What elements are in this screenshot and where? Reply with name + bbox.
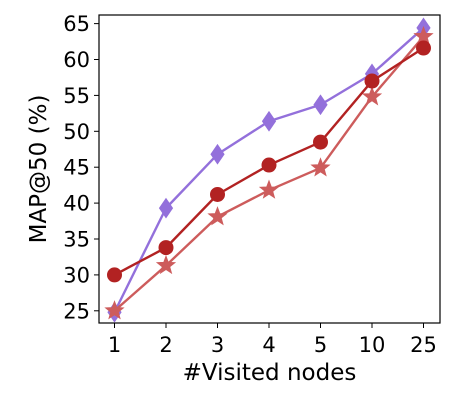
y-axis: 25 30 35 40 45 50 55 60 65 (63, 12, 99, 323)
circle-marker (416, 40, 431, 56)
series-layer (104, 17, 434, 323)
y-tick-label: 30 (63, 263, 90, 287)
diamond-marker (261, 110, 277, 132)
star-marker (207, 206, 228, 226)
x-axis: 1 2 3 4 5 10 25 (108, 323, 437, 357)
y-tick-label: 55 (63, 84, 90, 108)
x-axis-title: #Visited nodes (183, 360, 357, 386)
x-tick-label: 5 (314, 333, 327, 357)
circle-marker (364, 73, 380, 89)
x-tick-label: 25 (410, 333, 437, 357)
circle-marker (261, 157, 277, 173)
diamond-marker (158, 197, 174, 219)
y-tick-label: 60 (63, 48, 90, 72)
x-tick-label: 1 (108, 333, 121, 357)
circle-marker (158, 240, 174, 256)
y-tick-label: 40 (63, 192, 90, 216)
series-circle (107, 40, 431, 283)
y-axis-title: MAP@50 (%) (26, 95, 52, 244)
star-marker (361, 86, 383, 106)
x-tick-label: 2 (159, 333, 172, 357)
star-marker (155, 254, 177, 275)
star-marker (104, 300, 125, 320)
x-tick-label: 4 (262, 333, 275, 357)
diamond-marker (210, 143, 225, 165)
circle-marker (107, 267, 122, 283)
circle-marker (313, 134, 328, 150)
y-tick-label: 50 (63, 120, 90, 144)
star-marker (258, 179, 280, 199)
y-tick-label: 45 (63, 156, 90, 180)
y-tick-label: 65 (63, 12, 90, 36)
y-tick-label: 35 (63, 228, 90, 252)
star-marker (310, 157, 331, 177)
diamond-marker (313, 94, 328, 116)
x-tick-label: 10 (359, 333, 386, 357)
x-tick-label: 3 (211, 333, 224, 357)
y-tick-label: 25 (63, 299, 90, 323)
series-star (104, 25, 434, 320)
circle-marker (210, 186, 225, 202)
